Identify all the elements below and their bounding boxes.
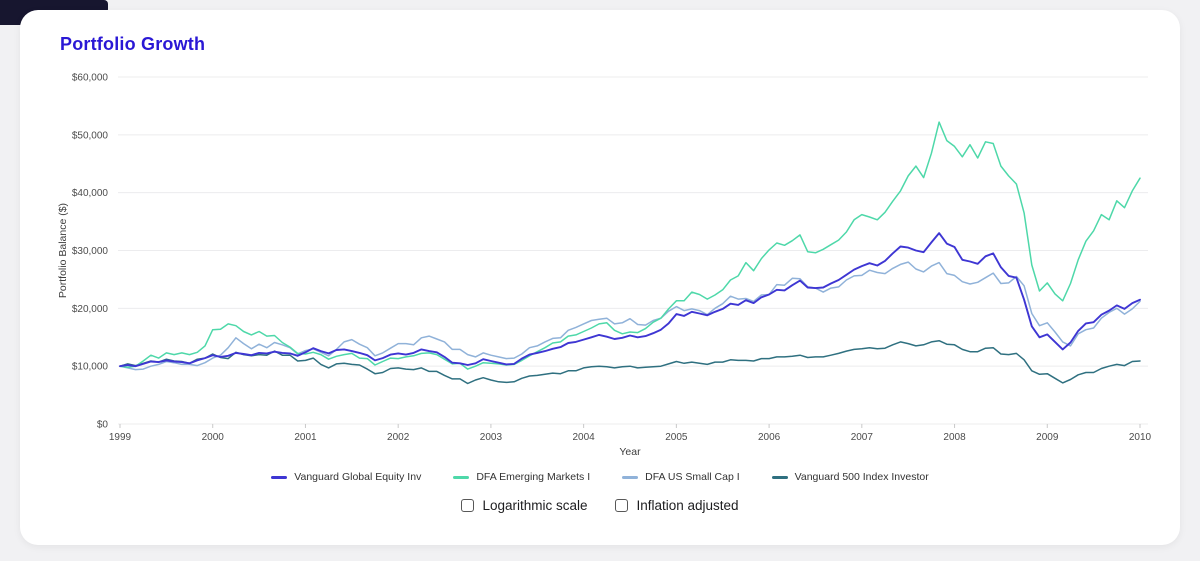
x-tick-label: 2003 bbox=[480, 432, 503, 443]
legend-item-dfa-us-small-cap: DFA US Small Cap I bbox=[622, 471, 740, 483]
y-tick-label: $60,000 bbox=[72, 73, 109, 84]
x-tick-label: 2010 bbox=[1129, 432, 1152, 443]
x-tick-label: 2000 bbox=[202, 432, 225, 443]
x-tick-label: 2001 bbox=[294, 432, 317, 443]
series-line-vanguard-global-equity-inv bbox=[119, 232, 1141, 368]
x-tick-label: 2006 bbox=[758, 432, 781, 443]
legend-item-vanguard-global-equity: Vanguard Global Equity Inv bbox=[271, 471, 421, 483]
page-title: Portfolio Growth bbox=[60, 34, 206, 54]
x-tick-label: 2004 bbox=[573, 432, 596, 443]
legend-swatch-dfa-us-small-cap bbox=[622, 475, 639, 479]
series-line-dfa-us-small-cap-i bbox=[119, 261, 1141, 371]
y-tick-label: $40,000 bbox=[72, 188, 109, 199]
legend-label: Vanguard 500 Index Investor bbox=[794, 471, 929, 483]
legend-swatch-vanguard-global-equity bbox=[271, 475, 288, 479]
x-tick-label: 1999 bbox=[109, 432, 132, 443]
chart-options: Logarithmic scale Inflation adjusted bbox=[20, 498, 1180, 513]
legend-item-dfa-emerging-markets: DFA Emerging Markets I bbox=[453, 471, 590, 483]
y-axis-title: Portfolio Balance ($) bbox=[57, 203, 69, 298]
logarithmic-scale-toggle[interactable]: Logarithmic scale bbox=[461, 498, 587, 513]
logarithmic-scale-label[interactable]: Logarithmic scale bbox=[482, 498, 588, 513]
inflation-adjusted-toggle[interactable]: Inflation adjusted bbox=[615, 498, 739, 513]
x-tick-label: 2002 bbox=[387, 432, 410, 443]
y-tick-label: $50,000 bbox=[72, 130, 109, 141]
series-line-vanguard-500-index-investor bbox=[119, 339, 1141, 385]
legend-label: Vanguard Global Equity Inv bbox=[294, 471, 422, 483]
legend-item-vanguard-500-index: Vanguard 500 Index Investor bbox=[771, 471, 929, 483]
x-tick-label: 2008 bbox=[943, 432, 966, 443]
legend-label: DFA US Small Cap I bbox=[645, 471, 740, 483]
chart-legend: Vanguard Global Equity Inv DFA Emerging … bbox=[20, 471, 1180, 483]
inflation-adjusted-checkbox[interactable] bbox=[615, 499, 629, 512]
inflation-adjusted-label[interactable]: Inflation adjusted bbox=[636, 498, 739, 513]
legend-swatch-dfa-emerging-markets bbox=[453, 475, 470, 479]
x-tick-label: 2005 bbox=[665, 432, 688, 443]
y-tick-label: $10,000 bbox=[72, 362, 109, 373]
y-tick-label: $30,000 bbox=[72, 246, 109, 257]
x-axis-title: Year bbox=[619, 446, 641, 458]
legend-swatch-vanguard-500-index bbox=[771, 475, 788, 479]
x-tick-label: 2009 bbox=[1036, 432, 1059, 443]
y-tick-label: $0 bbox=[97, 420, 109, 431]
x-tick-label: 2007 bbox=[851, 432, 874, 443]
y-tick-label: $20,000 bbox=[72, 304, 109, 315]
legend-label: DFA Emerging Markets I bbox=[476, 471, 591, 483]
logarithmic-scale-checkbox[interactable] bbox=[461, 499, 475, 512]
series-line-dfa-emerging-markets-i bbox=[119, 121, 1141, 370]
